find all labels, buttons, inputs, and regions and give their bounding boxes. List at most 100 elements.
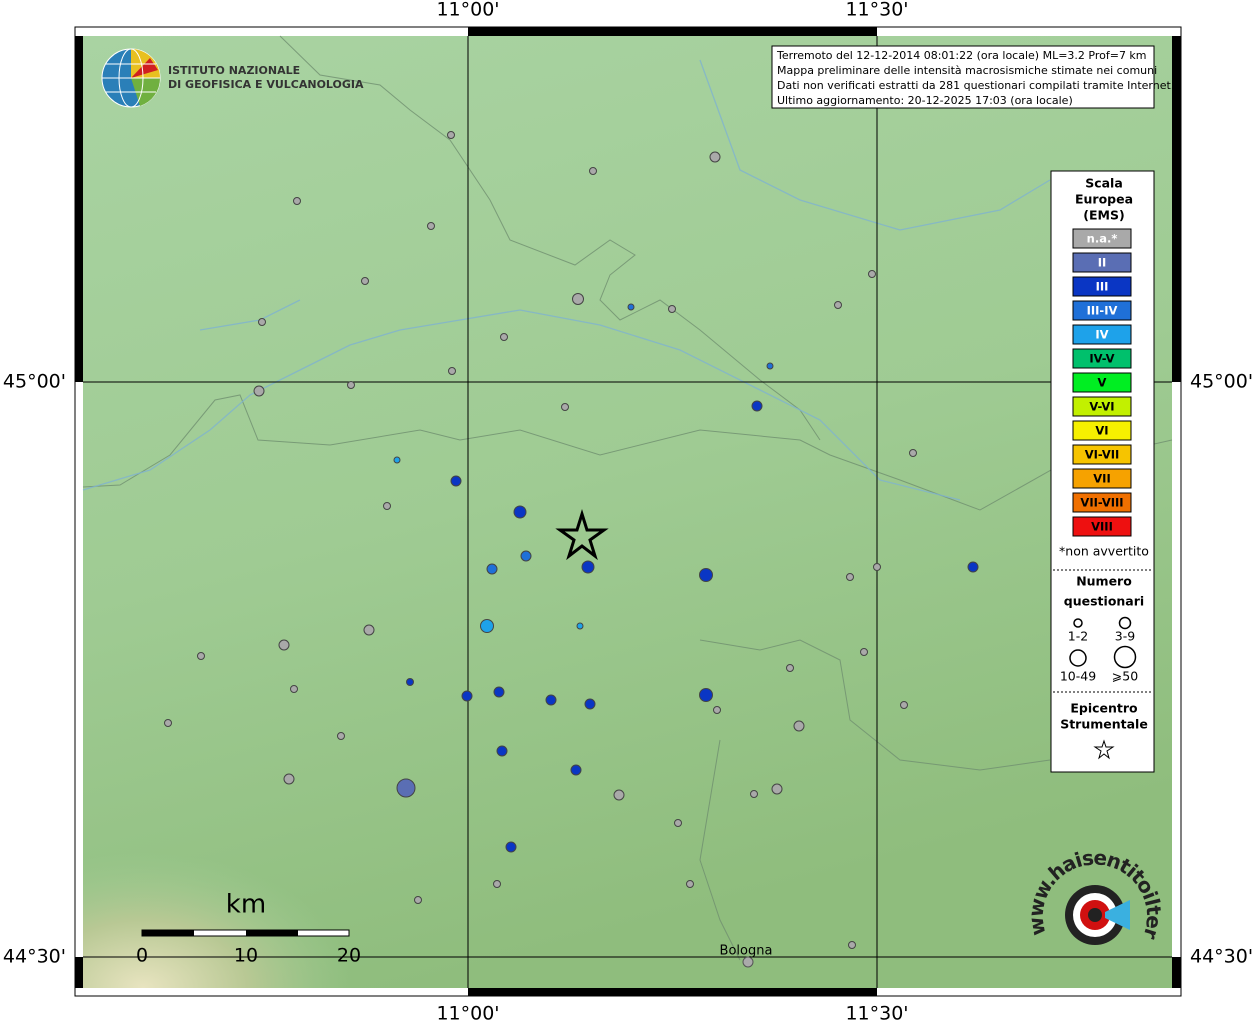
intensity-point	[513, 505, 527, 519]
intensity-point	[347, 381, 355, 389]
intensity-point	[363, 624, 375, 636]
intensity-point	[668, 305, 676, 313]
intensity-point	[393, 456, 401, 464]
hills	[83, 600, 683, 988]
scale-unit: km	[226, 890, 266, 920]
intensity-point	[505, 841, 517, 853]
intensity-point	[713, 706, 721, 714]
legend-title: (EMS)	[1083, 208, 1124, 223]
size-label: 3-9	[1115, 629, 1135, 644]
legend-swatch	[1072, 516, 1132, 537]
legend-label: III-IV	[1087, 304, 1118, 318]
intensity-point	[584, 698, 596, 710]
intensity-point	[699, 568, 713, 582]
intensity-point	[406, 678, 414, 686]
legend-swatch	[1072, 300, 1132, 321]
size-label: 10-49	[1060, 669, 1096, 684]
intensity-point	[337, 732, 345, 740]
frame-bar	[468, 988, 877, 996]
intensity-point	[750, 790, 758, 798]
frame-bar	[75, 36, 83, 382]
intensity-point	[686, 880, 694, 888]
legend-label: IV-V	[1089, 352, 1114, 366]
scale-bar: km 0 10 20	[136, 890, 361, 967]
legend-label: VI	[1095, 424, 1108, 438]
intensity-point	[572, 293, 584, 305]
intensity-point	[834, 301, 842, 309]
lat-label: 44°30'	[1190, 946, 1253, 968]
logo: ISTITUTO NAZIONALE DI GEOFISICA E VULCAN…	[101, 48, 364, 108]
legend-title: Strumentale	[1060, 717, 1148, 732]
legend-label: II	[1098, 256, 1107, 270]
legend-title: Scala	[1085, 176, 1123, 191]
legend-star	[1093, 739, 1115, 760]
header-line: Dati non verificati estratti da 281 ques…	[777, 79, 1174, 92]
intensity-point	[447, 131, 455, 139]
intensity-point	[258, 318, 266, 326]
intensity-point	[793, 720, 805, 732]
size-label: 1-2	[1068, 629, 1088, 644]
intensity-point	[766, 362, 774, 370]
legend-label: n.a.*	[1087, 232, 1118, 246]
legend-swatch	[1072, 372, 1132, 393]
intensity-point	[500, 333, 508, 341]
lon-label: 11°30'	[845, 0, 908, 21]
legend-label: IV	[1095, 328, 1108, 342]
legend-label: VIII	[1091, 520, 1113, 534]
intensity-point	[278, 639, 290, 651]
intensity-point	[570, 764, 582, 776]
intensity-point	[414, 896, 422, 904]
intensity-point	[396, 778, 416, 798]
size-symbol	[1069, 649, 1087, 667]
intensity-point	[576, 622, 584, 630]
legend-swatch	[1072, 492, 1132, 513]
intensity-point	[589, 167, 597, 175]
intensity-point	[383, 502, 391, 510]
intensity-point	[627, 303, 635, 311]
legend-label: VI-VII	[1085, 448, 1120, 462]
intensity-point	[545, 694, 557, 706]
intensity-point	[520, 550, 532, 562]
legend-swatch	[1072, 444, 1132, 465]
legend-label: V-VI	[1089, 400, 1114, 414]
legend-title: Numero	[1076, 574, 1132, 589]
intensity-point	[709, 151, 721, 163]
intensity-point	[290, 685, 298, 693]
lat-label: 45°00'	[1190, 371, 1253, 393]
size-symbol	[1113, 645, 1137, 669]
intensity-point	[493, 880, 501, 888]
boundaries	[82, 35, 1173, 961]
intensity-point	[361, 277, 369, 285]
intensity-point	[786, 664, 794, 672]
intensity-point	[900, 701, 908, 709]
intensity-point	[448, 367, 456, 375]
legend-label: VII-VIII	[1080, 496, 1123, 510]
lon-label: 11°30'	[845, 1003, 908, 1025]
size-symbol	[1118, 616, 1132, 630]
graticule	[83, 36, 1172, 988]
legend-swatch	[1072, 276, 1132, 297]
intensity-point	[561, 403, 569, 411]
legend-swatch	[1072, 324, 1132, 345]
intensity-point	[450, 475, 462, 487]
intensity-point	[699, 688, 713, 702]
intensity-point	[674, 819, 682, 827]
legend-swatch	[1072, 348, 1132, 369]
legend-swatch	[1072, 252, 1132, 273]
legend-label: VII	[1093, 472, 1110, 486]
size-label: ⩾50	[1112, 669, 1138, 684]
intensity-point	[846, 573, 854, 581]
intensity-point	[164, 719, 172, 727]
place-label: Bologna	[720, 944, 773, 959]
frame-bar	[1172, 36, 1181, 382]
intensity-point	[461, 690, 473, 702]
intensity-point	[581, 560, 595, 574]
intensity-point	[283, 773, 295, 785]
legend-label: V	[1098, 376, 1107, 390]
intensity-point	[613, 789, 625, 801]
intensity-point	[493, 686, 505, 698]
scale-tick: 20	[337, 945, 361, 967]
legend-swatch	[1072, 420, 1132, 441]
intensity-point	[860, 648, 868, 656]
